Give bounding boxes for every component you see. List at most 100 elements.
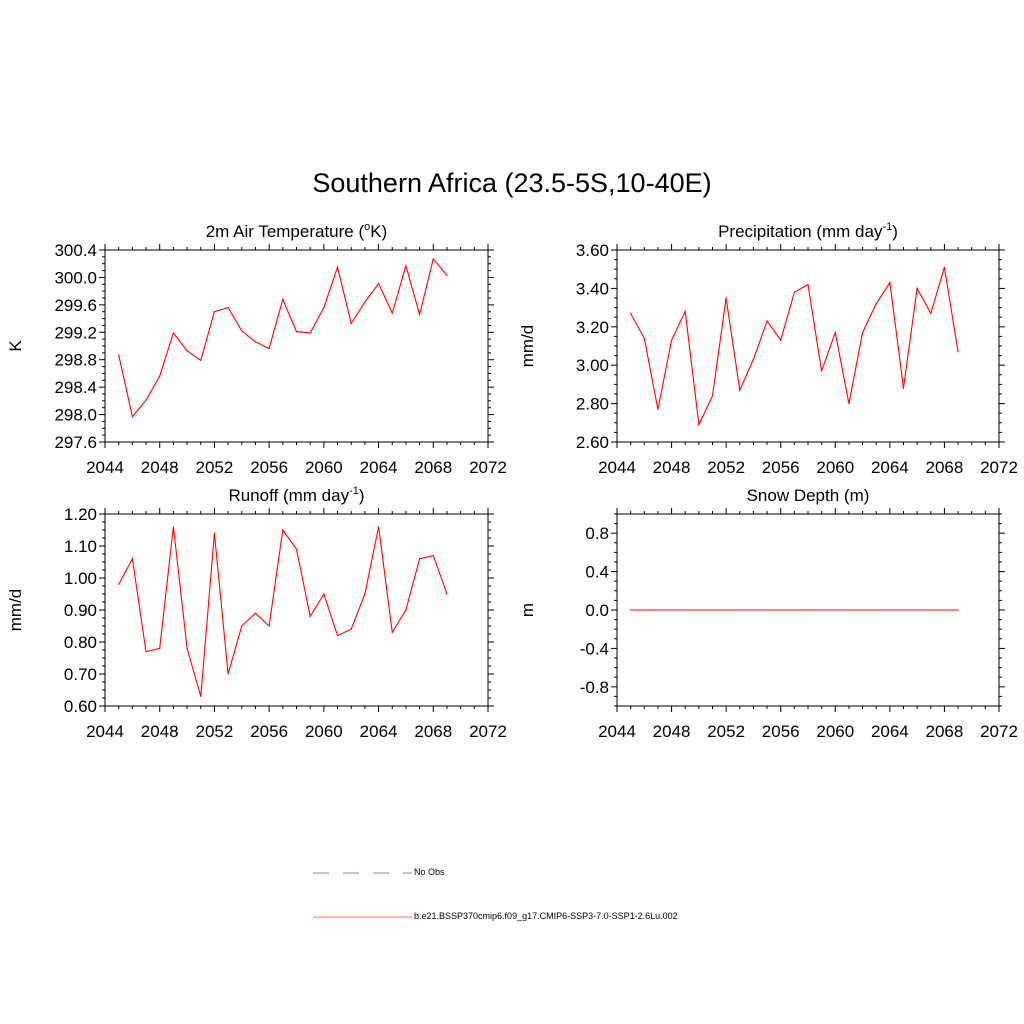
data-point [861, 331, 864, 334]
series-line [118, 526, 448, 697]
data-point [916, 609, 918, 611]
y-axis-label: m [518, 603, 537, 617]
x-tick-label: 2072 [980, 458, 1018, 477]
data-point [780, 339, 782, 341]
x-tick-label: 2064 [871, 722, 909, 741]
data-point [200, 359, 202, 361]
data-point [213, 532, 216, 534]
data-point [350, 628, 352, 630]
x-tick-label: 2048 [653, 458, 691, 477]
panel-snow-depth: 2044 2048 2052 2056 2060 2064 2068 2072 -0.8 -0.4… [518, 486, 1018, 741]
series-line [118, 257, 448, 418]
data-point [268, 348, 270, 350]
data-point [766, 320, 768, 322]
data-point [684, 310, 686, 313]
data-point [752, 609, 755, 611]
y-tick-label: 0.70 [64, 665, 97, 684]
y-tick-label: 300.4 [54, 241, 97, 260]
y-tick-label: 299.6 [54, 296, 97, 315]
data-point [405, 609, 407, 611]
data-point [227, 307, 229, 309]
y-tick-label: 298.0 [54, 406, 97, 425]
x-tick-label: 2068 [926, 722, 964, 741]
x-tick-label: 2068 [926, 458, 964, 477]
y-tick-label: 3.00 [576, 356, 609, 375]
y-tick-label: 298.4 [54, 378, 97, 397]
data-point [419, 558, 421, 560]
x-tick-label: 2056 [250, 458, 288, 477]
data-point [793, 291, 795, 293]
series-line [630, 267, 959, 427]
data-point [834, 331, 836, 334]
data-point [875, 609, 877, 611]
y-tick-label: 298.8 [54, 351, 97, 370]
y-tick-label: 297.6 [54, 433, 97, 452]
x-tick-label: 2052 [196, 722, 234, 741]
x-tick-label: 2056 [762, 458, 800, 477]
data-point [902, 609, 905, 611]
y-tick-label: 0.80 [64, 633, 97, 652]
data-point [118, 354, 120, 356]
data-point [725, 297, 727, 299]
legend [313, 872, 412, 918]
y-tick-label: 0.90 [64, 601, 97, 620]
data-point [282, 298, 284, 300]
data-point [780, 609, 782, 611]
y-tick-label: 0.8 [585, 524, 609, 543]
data-point [118, 583, 120, 586]
y-tick-label: 0.60 [64, 697, 97, 716]
data-point [186, 350, 188, 352]
data-point [159, 375, 161, 377]
data-point [630, 609, 632, 611]
data-point [405, 265, 407, 267]
plot-frame [616, 249, 1000, 443]
data-point [446, 274, 448, 276]
data-point [739, 609, 741, 611]
data-point [930, 312, 932, 314]
x-tick-label: 2048 [141, 722, 179, 741]
figure-title: Southern Africa (23.5-5S,10-40E) [312, 168, 712, 198]
y-tick-label: 3.20 [576, 318, 609, 337]
data-point [364, 593, 366, 595]
data-point [200, 695, 202, 698]
x-tick-label: 2060 [305, 722, 343, 741]
x-tick-label: 2052 [707, 458, 745, 477]
y-tick-label: 1.10 [64, 537, 97, 556]
x-tick-label: 2060 [816, 722, 854, 741]
x-tick-label: 2060 [816, 458, 854, 477]
data-point [309, 332, 311, 334]
data-point [419, 313, 421, 316]
data-point [241, 625, 243, 627]
data-point [684, 609, 686, 611]
data-point [268, 625, 270, 627]
data-point [793, 609, 795, 611]
x-tick-label: 2048 [653, 722, 691, 741]
data-point [213, 311, 216, 313]
data-point [670, 609, 673, 611]
panel-title: 2m Air Temperature (oK) [206, 221, 388, 241]
legend-label-model-run: b.e21.BSSP370cmip6.f09_g17.CMIP6-SSP3-7.… [414, 911, 678, 921]
data-point [889, 609, 891, 611]
panel-precipitation: 2044 2048 2052 2056 2060 2064 2068 2072 2.60 2.80… [518, 221, 1018, 477]
data-point [739, 389, 741, 391]
y-tick-label: 3.60 [576, 241, 609, 260]
data-point [698, 609, 700, 611]
x-tick-label: 2060 [305, 458, 343, 477]
data-point [131, 416, 133, 418]
data-point [323, 307, 325, 309]
data-point [643, 609, 645, 611]
data-point [336, 266, 339, 268]
panel-title: Snow Depth (m) [747, 486, 870, 505]
x-tick-label: 2044 [598, 722, 636, 741]
data-point [432, 555, 434, 557]
y-tick-label: 0.4 [585, 563, 609, 582]
y-axis-label: mm/d [6, 589, 25, 632]
data-point [145, 399, 147, 401]
data-point [943, 609, 946, 611]
x-tick-label: 2048 [141, 458, 179, 477]
x-tick-label: 2072 [980, 722, 1018, 741]
data-point [821, 609, 823, 611]
y-tick-label: 1.20 [64, 505, 97, 524]
data-point [241, 330, 243, 332]
data-point [254, 341, 257, 343]
